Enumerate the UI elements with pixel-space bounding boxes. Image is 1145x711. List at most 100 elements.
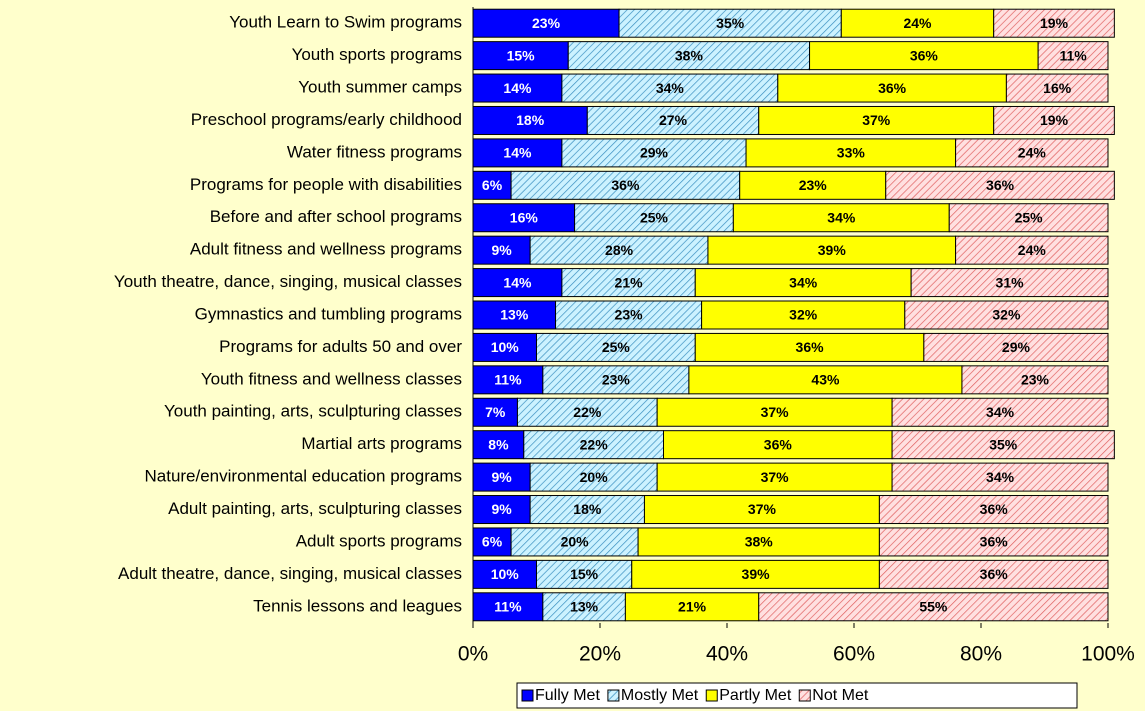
category-label: Preschool programs/early childhood <box>191 110 462 129</box>
bar-segment <box>637 527 880 557</box>
bar-segment <box>561 138 747 168</box>
legend-label: Partly Met <box>719 687 792 704</box>
value-label: 13% <box>570 598 599 614</box>
value-label: 22% <box>573 404 602 420</box>
value-label: 34% <box>986 469 1015 485</box>
bar-segment <box>777 73 1007 103</box>
category-label: Programs for people with disabilities <box>190 175 462 194</box>
bar-segment <box>561 268 696 298</box>
value-label: 21% <box>678 598 707 614</box>
bar-segment <box>891 430 1115 460</box>
value-label: 10% <box>491 566 520 582</box>
category-label: Youth theatre, dance, singing, musical c… <box>114 272 462 291</box>
bar-segment <box>561 73 779 103</box>
bar-segment <box>840 8 995 38</box>
value-label: 35% <box>716 15 745 31</box>
value-label: 15% <box>507 47 536 63</box>
value-label: 18% <box>516 112 545 128</box>
value-label: 31% <box>996 274 1025 290</box>
bar-segment <box>993 8 1115 38</box>
value-label: 36% <box>611 177 640 193</box>
value-label: 34% <box>789 274 818 290</box>
value-label: 37% <box>761 404 790 420</box>
x-tick-label: 0% <box>458 643 488 666</box>
value-label: 29% <box>640 145 669 161</box>
bar-segment <box>555 300 703 330</box>
value-label: 38% <box>675 47 704 63</box>
value-label: 9% <box>491 242 512 258</box>
value-label: 39% <box>742 566 771 582</box>
category-label: Martial arts programs <box>301 434 462 453</box>
value-label: 10% <box>491 339 520 355</box>
legend-label: Not Met <box>812 687 869 704</box>
value-label: 21% <box>615 274 644 290</box>
value-label: 8% <box>488 436 509 452</box>
value-label: 33% <box>837 145 866 161</box>
value-label: 37% <box>761 469 790 485</box>
bar-segment <box>656 462 893 492</box>
category-label: Water fitness programs <box>287 142 462 161</box>
bar-segment <box>688 365 963 395</box>
bar-segment <box>472 559 537 589</box>
bar-segment <box>529 462 658 492</box>
value-label: 11% <box>494 598 522 614</box>
bar-segment <box>529 495 645 525</box>
bar-segment <box>885 170 1115 200</box>
value-label: 20% <box>580 469 609 485</box>
bar-segment <box>472 268 563 298</box>
bar-segment <box>472 592 544 622</box>
bar-segment <box>745 138 957 168</box>
value-label: 11% <box>494 372 522 388</box>
value-label: 19% <box>1040 112 1069 128</box>
value-label: 16% <box>510 209 539 225</box>
x-tick-label: 100% <box>1081 643 1135 666</box>
x-tick-label: 20% <box>579 643 621 666</box>
category-label: Before and after school programs <box>210 207 462 226</box>
value-label: 18% <box>573 501 602 517</box>
value-label: 14% <box>503 145 532 161</box>
bar-segment <box>955 138 1109 168</box>
legend-label: Fully Met <box>535 687 600 704</box>
bar-segment <box>472 170 512 200</box>
legend-swatch <box>607 689 620 702</box>
x-tick-label: 80% <box>960 643 1002 666</box>
bar-segment <box>618 8 842 38</box>
value-label: 14% <box>503 274 532 290</box>
value-label: 27% <box>659 112 688 128</box>
value-label: 22% <box>580 436 609 452</box>
bar-segment <box>739 170 887 200</box>
value-label: 38% <box>745 534 774 550</box>
bar-segment <box>472 527 512 557</box>
category-label: Adult sports programs <box>296 531 462 550</box>
x-tick-label: 40% <box>706 643 748 666</box>
value-label: 25% <box>1015 209 1044 225</box>
value-label: 19% <box>1040 15 1069 31</box>
bar-segment <box>472 462 531 492</box>
value-label: 24% <box>1018 145 1047 161</box>
value-label: 9% <box>491 501 512 517</box>
bar-segment <box>707 235 957 265</box>
value-label: 36% <box>796 339 825 355</box>
bar-segment <box>624 592 760 622</box>
value-label: 34% <box>986 404 1015 420</box>
value-label: 14% <box>503 80 532 96</box>
bar-segment <box>961 365 1109 395</box>
value-label: 20% <box>561 534 590 550</box>
category-label: Youth summer camps <box>298 78 462 97</box>
value-label: 24% <box>903 15 932 31</box>
bar-segment <box>1037 41 1109 71</box>
bar-segment <box>663 430 893 460</box>
value-label: 25% <box>640 209 669 225</box>
value-label: 37% <box>748 501 777 517</box>
value-label: 16% <box>1043 80 1072 96</box>
bar-segment <box>542 592 626 622</box>
bar-segment <box>891 462 1109 492</box>
bar-segment <box>910 268 1109 298</box>
value-label: 36% <box>980 534 1009 550</box>
bar-segment <box>891 397 1109 427</box>
value-label: 23% <box>615 307 644 323</box>
bar-segment <box>472 73 563 103</box>
bar-segment <box>732 203 950 233</box>
